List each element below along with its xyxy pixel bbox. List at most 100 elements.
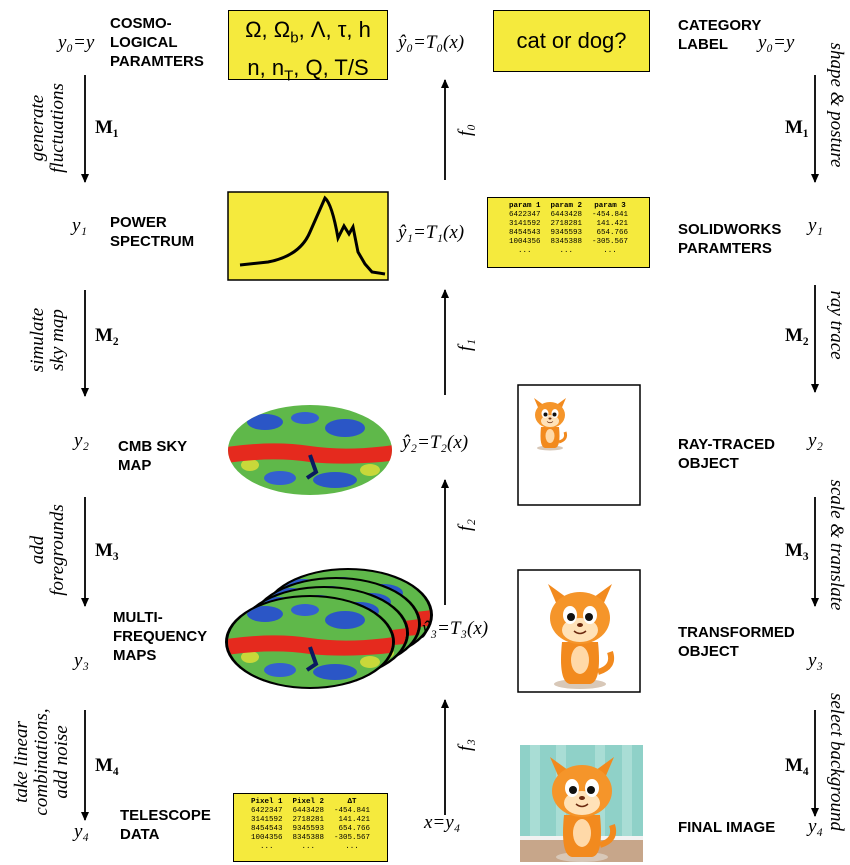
header-cell: param 2 xyxy=(545,202,587,211)
parameter-subscript: b xyxy=(290,29,298,46)
step-variable: y₄ xyxy=(74,821,89,843)
operation-label-line: generate xyxy=(28,83,48,173)
step-label-line: SPECTRUM xyxy=(110,232,194,251)
table-row: 64223476443428-454.841 xyxy=(246,807,375,816)
step-label-line: LABEL xyxy=(678,35,761,54)
header-cell: ΔT xyxy=(329,798,375,807)
data-table-box: param 1param 2param 364223476443428-454.… xyxy=(487,197,650,268)
step-variable: y₃ xyxy=(808,650,823,672)
table-cell: ... xyxy=(329,843,375,852)
step-label-line: FINAL IMAGE xyxy=(678,818,775,837)
operation-label-line: ray trace xyxy=(826,290,846,359)
table-cell: 1004356 xyxy=(504,238,546,247)
table-cell: -305.567 xyxy=(329,834,375,843)
step-label-line: FREQUENCY xyxy=(113,627,207,646)
header-cell: Pixel 2 xyxy=(287,798,329,807)
estimate-label: x=y₄ xyxy=(424,812,460,834)
operation-label: select background xyxy=(826,693,846,831)
parameter-text: , Q, T/S xyxy=(293,55,368,80)
parameter-text: Ω, Ω xyxy=(245,17,290,42)
function-label: f₃ xyxy=(455,739,477,751)
table-cell: ... xyxy=(246,843,288,852)
parameter-text: , Λ, τ, h xyxy=(299,17,371,42)
step-label-line: OBJECT xyxy=(678,454,775,473)
model-label: M₂ xyxy=(95,325,119,347)
header-cell: Pixel 1 xyxy=(246,798,288,807)
operation-label-line: combinations, xyxy=(32,708,52,815)
table-cell: -454.841 xyxy=(329,807,375,816)
step-label-line: COSMO- xyxy=(110,14,204,33)
diagram: COSMO-LOGICALPARAMTERSy₀=yPOWERSPECTRUMy… xyxy=(0,0,850,865)
function-label: f₂ xyxy=(455,519,477,531)
function-label: f₀ xyxy=(455,124,477,136)
table-cell: 141.421 xyxy=(587,220,633,229)
step-label-line: LOGICAL xyxy=(110,33,204,52)
estimate-label: ŷ₃=T₃(x) xyxy=(422,618,488,640)
table-cell: ... xyxy=(504,247,546,256)
table-cell: 6422347 xyxy=(504,211,546,220)
estimate-label: ŷ₁=T₁(x) xyxy=(398,222,464,244)
table-cell: 8345388 xyxy=(545,238,587,247)
final-image xyxy=(520,745,643,862)
cmb-map xyxy=(220,400,400,500)
operation-label-line: add xyxy=(28,504,48,595)
table-cell: 9345593 xyxy=(545,229,587,238)
table-cell: 9345593 xyxy=(287,825,329,834)
table-cell: ... xyxy=(545,247,587,256)
table-cell: 654.766 xyxy=(587,229,633,238)
step-label: MULTI-FREQUENCYMAPS xyxy=(113,608,207,665)
step-label: FINAL IMAGE xyxy=(678,818,775,837)
step-variable: y₃ xyxy=(74,650,89,672)
header-cell: param 3 xyxy=(587,202,633,211)
step-label-line: DATA xyxy=(120,825,211,844)
step-label-line: TRANSFORMED xyxy=(678,623,795,642)
step-label-line: MAP xyxy=(118,456,187,475)
table-cell: 6443428 xyxy=(545,211,587,220)
table-row: ......... xyxy=(246,843,375,852)
table-cell: 654.766 xyxy=(329,825,375,834)
step-label-line: CATEGORY xyxy=(678,16,761,35)
table-cell: 8345388 xyxy=(287,834,329,843)
model-label: M₄ xyxy=(95,755,119,777)
step-label-line: TELESCOPE xyxy=(120,806,211,825)
table-cell: -305.567 xyxy=(587,238,633,247)
function-label: f₁ xyxy=(455,339,477,351)
step-label: SOLIDWORKSPARAMTERS xyxy=(678,220,781,258)
model-label: M₁ xyxy=(785,117,809,139)
multi-maps xyxy=(220,565,438,692)
data-table: Pixel 1Pixel 2ΔT64223476443428-454.84131… xyxy=(246,798,375,852)
operation-label-line: fluctuations xyxy=(48,83,68,173)
operation-label-line: foregrounds xyxy=(48,504,68,595)
step-label-line: CMB SKY xyxy=(118,437,187,456)
model-label: M₃ xyxy=(785,540,809,562)
operation-label: simulatesky map xyxy=(28,308,68,372)
step-label-line: POWER xyxy=(110,213,194,232)
operation-label-line: take linear xyxy=(12,708,32,815)
table-row: 84545439345593654.766 xyxy=(246,825,375,834)
model-label: M₂ xyxy=(785,325,809,347)
operation-label-line: shape & posture xyxy=(826,43,846,168)
step-label-line: PARAMTERS xyxy=(678,239,781,258)
estimate-label: ŷ₀=T₀(x) xyxy=(398,32,464,54)
step-label: RAY-TRACEDOBJECT xyxy=(678,435,775,473)
estimate-label: ŷ₂=T₂(x) xyxy=(402,432,468,454)
table-cell: -454.841 xyxy=(587,211,633,220)
model-label: M₄ xyxy=(785,755,809,777)
step-label: POWERSPECTRUM xyxy=(110,213,194,251)
table-cell: ... xyxy=(287,843,329,852)
operation-label: ray trace xyxy=(826,290,846,359)
step-variable: y₂ xyxy=(74,430,89,452)
table-cell: 141.421 xyxy=(329,816,375,825)
step-label-line: MULTI- xyxy=(113,608,207,627)
table-row: 10043568345388-305.567 xyxy=(246,834,375,843)
model-label: M₁ xyxy=(95,117,119,139)
parameter-text: n, n xyxy=(247,55,284,80)
